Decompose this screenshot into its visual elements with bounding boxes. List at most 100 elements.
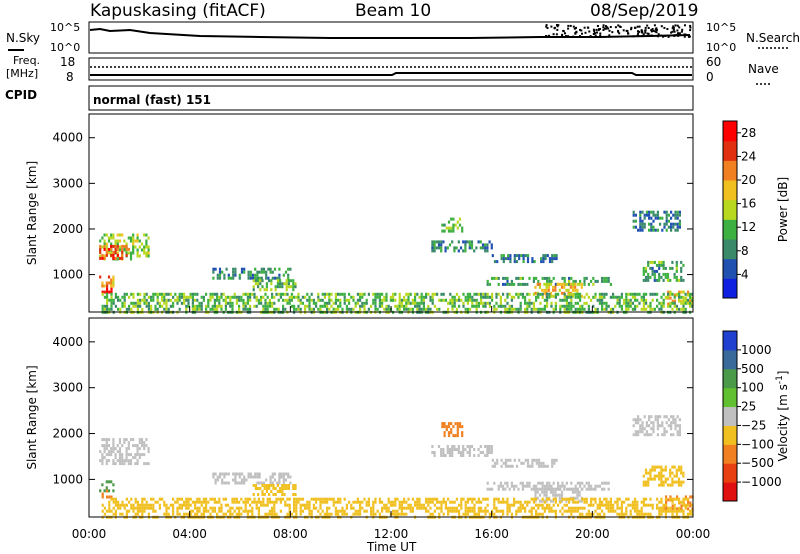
data-cell [682, 474, 685, 478]
data-cell [254, 267, 257, 271]
data-cell [449, 509, 452, 513]
data-cell [499, 481, 502, 485]
data-cell [446, 445, 449, 448]
data-cell [220, 503, 223, 507]
noise-search-dot [602, 29, 605, 31]
data-cell [664, 497, 667, 501]
data-cell [356, 292, 359, 296]
data-cell [585, 301, 588, 305]
data-cell [420, 292, 423, 296]
data-cell [601, 481, 604, 485]
data-cell [546, 254, 549, 258]
noise-search-dot [555, 33, 558, 36]
noise-search-dot [546, 27, 549, 29]
data-cell [286, 497, 289, 501]
data-cell [603, 512, 606, 516]
data-cell [385, 295, 388, 299]
data-cell [233, 292, 236, 296]
data-cell [205, 500, 208, 504]
data-cell [670, 210, 673, 214]
data-cell [378, 301, 381, 305]
data-cell [129, 438, 133, 442]
data-cell [107, 236, 111, 240]
data-cell [108, 509, 111, 513]
data-cell [279, 295, 282, 299]
data-cell [458, 512, 461, 516]
data-cell [216, 276, 219, 280]
data-cell [486, 301, 489, 305]
data-cell [110, 281, 113, 285]
data-cell [581, 506, 584, 510]
data-cell [641, 222, 644, 226]
data-cell [266, 307, 269, 311]
data-cell [321, 292, 324, 296]
noise-search-dot [672, 26, 675, 29]
colorbar-segment [723, 121, 737, 142]
data-cell [117, 503, 120, 507]
data-cell [592, 304, 595, 308]
data-cell [268, 301, 271, 305]
data-cell [359, 307, 362, 311]
data-cell [658, 477, 661, 481]
data-cell [105, 242, 108, 246]
data-cell [334, 307, 337, 311]
data-cell [268, 493, 271, 496]
data-cell [571, 285, 575, 289]
data-cell [141, 500, 144, 504]
data-cell [107, 239, 111, 243]
data-cell [678, 497, 681, 501]
data-cell [654, 213, 657, 217]
data-cell [471, 509, 474, 513]
data-cell [332, 301, 335, 305]
data-cell [592, 295, 595, 299]
colorbar-segment [723, 444, 737, 464]
data-cell [645, 210, 648, 214]
data-cell [653, 292, 656, 296]
data-cell [116, 244, 119, 248]
data-cell [672, 415, 675, 419]
data-cell [658, 260, 661, 264]
data-cell [616, 506, 619, 510]
data-cell [301, 295, 304, 299]
data-cell [676, 222, 679, 226]
data-cell [561, 506, 564, 510]
colorbar-tick-label: −500 [741, 456, 774, 470]
data-cell [312, 497, 315, 501]
data-cell [662, 260, 665, 264]
data-cell [447, 434, 451, 438]
data-cell [205, 307, 208, 311]
data-cell [461, 229, 464, 233]
data-cell [468, 451, 471, 454]
data-cell [407, 503, 410, 507]
noise-search-dot [581, 32, 583, 35]
data-cell [510, 304, 513, 308]
noise-search-dot [564, 32, 566, 35]
data-region [212, 472, 292, 485]
data-cell [249, 298, 252, 302]
data-cell [574, 301, 577, 305]
data-cell [394, 304, 397, 308]
data-cell [443, 431, 446, 435]
data-cell [277, 292, 280, 296]
data-cell [671, 497, 674, 501]
data-cell [456, 425, 459, 429]
data-cell [442, 512, 445, 516]
data-cell [158, 506, 161, 510]
data-cell [543, 282, 546, 286]
data-cell [601, 500, 604, 504]
data-cell [414, 304, 417, 308]
data-cell [649, 468, 652, 472]
data-cell [658, 278, 661, 282]
data-cell [337, 307, 340, 311]
data-cell [271, 276, 274, 280]
data-cell [216, 500, 219, 504]
data-cell [281, 490, 284, 493]
data-cell [506, 484, 509, 488]
data-cell [218, 506, 221, 510]
data-cell [674, 424, 677, 428]
data-cell [145, 251, 148, 255]
data-cell [110, 284, 113, 288]
data-cell [403, 512, 406, 516]
data-cell [288, 512, 291, 516]
data-cell [583, 276, 586, 280]
